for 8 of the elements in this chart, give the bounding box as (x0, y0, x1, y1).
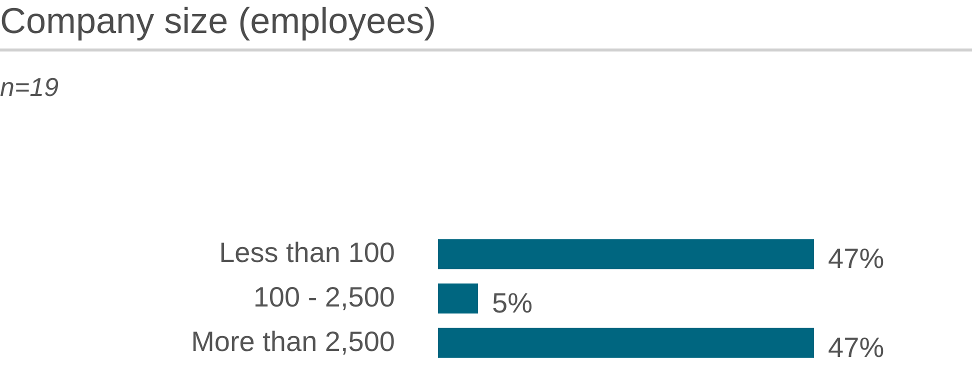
y-tick-label: 100 - 2,500 (253, 282, 395, 312)
data-label: 47% (828, 243, 884, 274)
y-tick-label: More than 2,500 (191, 326, 395, 357)
y-tick-label: Less than 100 (219, 237, 395, 268)
data-label: 47% (828, 332, 884, 363)
data-label: 5% (492, 288, 532, 318)
chart-title: Company size (employees) (0, 0, 436, 41)
text: n=19 (0, 72, 59, 102)
